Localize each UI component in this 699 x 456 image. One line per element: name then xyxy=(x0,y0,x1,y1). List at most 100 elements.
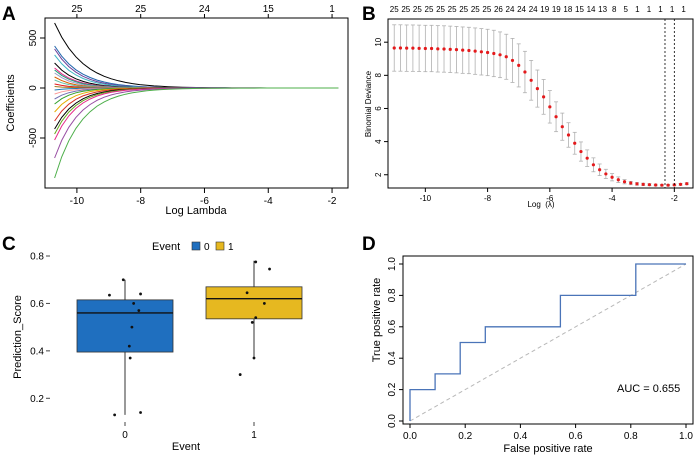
b-point-37 xyxy=(622,180,627,184)
coef-line-1 xyxy=(54,22,339,89)
d-ytick-label-4: 0.8 xyxy=(387,288,398,302)
c-point-1-0 xyxy=(254,260,258,264)
c-point-1-4 xyxy=(254,316,258,320)
coef-line-5 xyxy=(54,62,339,89)
b-toptick-label-5: 25 xyxy=(448,5,457,14)
panel-c-ylabel: Prediction_Score xyxy=(12,295,24,379)
panel-letter-d: D xyxy=(362,234,376,255)
c-legend-title: Event xyxy=(152,241,180,253)
d-diagonal xyxy=(409,263,687,422)
c-point-0-3 xyxy=(108,293,111,297)
panel-d-roc: 0.0 0.2 0.4 0.6 0.8 1.0 0.0 0.2 0.4 0.6 0.8 1.0 AUC… xyxy=(371,255,694,455)
d-ytick-label-1: 0.2 xyxy=(387,382,398,396)
b-point-31 xyxy=(585,156,589,160)
b-point-28 xyxy=(566,133,571,137)
c-point-1-3 xyxy=(262,302,266,305)
b-point-43 xyxy=(660,183,664,187)
b-toptick-label-20: 5 xyxy=(624,5,629,14)
panel-a-coefficient-lines xyxy=(54,22,339,179)
c-ytick-label-1: 0.4 xyxy=(30,346,44,357)
coef-line-3 xyxy=(54,48,339,89)
a-ytick-label-0: -500 xyxy=(28,128,39,148)
b-toptick-label-22: 1 xyxy=(647,5,652,14)
a-xtick-label-2: -6 xyxy=(200,196,209,207)
b-toptick-label-12: 24 xyxy=(529,5,538,14)
b-point-22 xyxy=(529,78,533,82)
b-point-3 xyxy=(411,46,415,50)
b-toptick-label-23: 1 xyxy=(658,5,663,14)
panel-d-frame xyxy=(402,255,694,425)
b-xtick-label-2: -6 xyxy=(546,194,554,203)
panel-c-axes: 0.2 0.4 0.6 0.8 0 1 xyxy=(30,252,257,442)
b-toptick-label-16: 15 xyxy=(575,5,584,14)
panel-c-boxes xyxy=(76,260,303,417)
b-xtick-label-4: -2 xyxy=(671,194,679,203)
b-point-42 xyxy=(654,183,658,187)
panel-letter-a: A xyxy=(2,4,16,25)
c-legend-swatch-0 xyxy=(191,241,201,251)
b-ytick-label-0: 2 xyxy=(374,172,383,177)
b-toptick-label-21: 1 xyxy=(635,5,640,14)
b-point-25 xyxy=(548,105,552,109)
a-xtick-label-4: -2 xyxy=(328,196,337,207)
coef-line-20 xyxy=(54,87,339,135)
b-ytick-label-4: 10 xyxy=(374,37,383,46)
c-point-0-9 xyxy=(139,411,142,414)
b-point-27 xyxy=(560,125,564,129)
b-point-20 xyxy=(517,63,521,67)
panel-d-ylabel: True positive rate xyxy=(371,278,383,363)
c-point-1-7 xyxy=(238,373,242,376)
b-point-46 xyxy=(678,182,683,186)
c-point-0-0 xyxy=(121,278,125,282)
b-toptick-label-0: 25 xyxy=(390,5,399,14)
b-toptick-label-8: 25 xyxy=(482,5,491,14)
panel-c-xlabel: Event xyxy=(172,441,200,453)
b-ytick-label-3: 8 xyxy=(374,73,383,78)
b-point-16 xyxy=(492,51,496,56)
b-point-35 xyxy=(610,175,614,179)
b-toptick-label-9: 26 xyxy=(494,5,503,14)
b-toptick-label-18: 13 xyxy=(598,5,607,14)
c-point-0-8 xyxy=(113,413,117,417)
coef-line-4 xyxy=(54,54,339,89)
panel-c-legend: Event 0 1 xyxy=(152,241,234,253)
c-point-0-4 xyxy=(137,309,141,312)
b-toptick-label-19: 8 xyxy=(612,5,617,14)
d-ytick-label-2: 0.4 xyxy=(387,351,398,365)
c-point-0-5 xyxy=(130,325,134,329)
coef-line-21 xyxy=(54,87,339,141)
b-point-1 xyxy=(398,46,403,50)
c-point-1-1 xyxy=(268,267,271,271)
b-point-17 xyxy=(498,53,502,57)
b-point-44 xyxy=(666,183,670,187)
b-point-29 xyxy=(573,141,577,145)
c-point-0-6 xyxy=(127,344,131,348)
b-ytick-label-1: 4 xyxy=(374,139,383,144)
b-point-8 xyxy=(442,47,446,51)
c-ytick-label-2: 0.6 xyxy=(30,299,44,310)
b-point-6 xyxy=(429,46,434,51)
a-xtick-label-0: -10 xyxy=(70,196,85,207)
panel-b-points xyxy=(392,46,689,187)
a-toptick-label-1: 25 xyxy=(135,4,147,15)
c-point-1-2 xyxy=(245,291,249,295)
panel-b-lambda-lines xyxy=(664,19,675,188)
a-toptick-label-3: 15 xyxy=(263,4,275,15)
d-xtick-label-2: 0.4 xyxy=(513,431,527,442)
b-toptick-label-25: 1 xyxy=(681,5,686,14)
b-point-2 xyxy=(405,46,409,50)
panel-d-axes: 0.0 0.2 0.4 0.6 0.8 1.0 0.0 0.2 0.4 0.6 0.8 1.0 xyxy=(387,257,693,442)
c-point-0-7 xyxy=(128,356,132,360)
coef-line-18 xyxy=(54,87,339,122)
b-point-12 xyxy=(467,48,471,53)
panel-b-frame xyxy=(387,18,694,189)
panel-d-xlabel: False positive rate xyxy=(503,443,592,455)
a-toptick-label-2: 24 xyxy=(199,4,211,15)
coef-line-22 xyxy=(54,87,339,159)
c-point-1-6 xyxy=(252,356,256,360)
c-legend-label-0: 0 xyxy=(204,242,210,253)
a-xtick-label-3: -4 xyxy=(264,196,273,207)
b-toptick-label-10: 24 xyxy=(506,5,515,14)
